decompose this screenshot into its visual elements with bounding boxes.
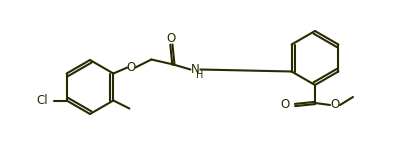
- Text: O: O: [281, 98, 290, 112]
- Text: Cl: Cl: [36, 94, 48, 107]
- Text: H: H: [196, 69, 203, 79]
- Text: O: O: [330, 98, 339, 112]
- Text: O: O: [127, 61, 136, 74]
- Text: N: N: [191, 63, 200, 76]
- Text: O: O: [167, 32, 176, 45]
